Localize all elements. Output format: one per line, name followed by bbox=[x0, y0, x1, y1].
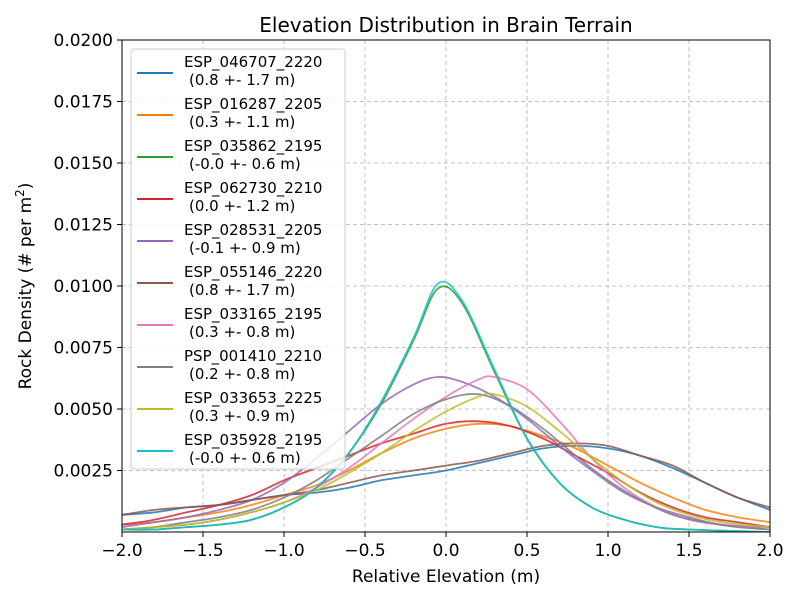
x-tick-label: −0.5 bbox=[344, 541, 385, 561]
legend-entry-stats: (-0.0 +- 0.6 m) bbox=[189, 155, 301, 173]
y-axis-label-main: Rock Density (# per m bbox=[16, 197, 36, 390]
y-axis-label: Rock Density (# per m2) bbox=[13, 183, 36, 390]
series-layer bbox=[122, 280, 770, 532]
x-axis-label: Relative Elevation (m) bbox=[352, 567, 540, 587]
y-tick-label: 0.0175 bbox=[54, 93, 113, 113]
legend-entry-name: ESP_046707_2220 bbox=[184, 53, 322, 72]
x-tick-label: −1.5 bbox=[182, 541, 223, 561]
legend-entry-name: ESP_035928_2195 bbox=[184, 431, 322, 450]
series-line-esp_033653_2225 bbox=[122, 392, 770, 531]
legend-entry-stats: (0.3 +- 0.9 m) bbox=[189, 407, 295, 425]
legend-entry-name: ESP_033653_2225 bbox=[184, 389, 322, 408]
series-line-esp_055146_2220 bbox=[122, 442, 770, 516]
legend-entry-name: ESP_055146_2220 bbox=[184, 263, 322, 282]
legend-entry-name: ESP_035862_2195 bbox=[184, 137, 322, 156]
y-tick-label: 0.0100 bbox=[54, 277, 113, 297]
y-tick-label: 0.0200 bbox=[54, 31, 113, 51]
series-line-esp_035928_2195 bbox=[122, 280, 770, 532]
legend-entry-name: ESP_033165_2195 bbox=[184, 305, 322, 324]
legend-entry-stats: (0.8 +- 1.7 m) bbox=[189, 71, 295, 89]
y-axis-label-end: ) bbox=[16, 183, 36, 190]
legend-entry-stats: (0.8 +- 1.7 m) bbox=[189, 281, 295, 299]
chart-title: Elevation Distribution in Brain Terrain bbox=[259, 13, 632, 37]
legend-entry-name: ESP_028531_2205 bbox=[184, 221, 322, 240]
y-axis-ticks: 0.0025 0.0050 0.0075 0.0100 0.0125 0.0150 0.01… bbox=[54, 31, 122, 482]
legend-entry-stats: (0.3 +- 0.8 m) bbox=[189, 323, 295, 341]
y-tick-label: 0.0150 bbox=[54, 154, 113, 174]
legend-entry-name: ESP_062730_2210 bbox=[184, 179, 322, 198]
x-tick-label: 0.0 bbox=[432, 541, 459, 561]
legend-box bbox=[130, 48, 346, 470]
legend-entry-name: ESP_016287_2205 bbox=[184, 95, 322, 114]
x-tick-label: −2.0 bbox=[101, 541, 142, 561]
legend-entry-name: PSP_001410_2210 bbox=[184, 347, 322, 366]
series-line-psp_001410_2210 bbox=[122, 393, 770, 531]
legend: ESP_046707_2220(0.8 +- 1.7 m)ESP_016287_… bbox=[130, 48, 346, 470]
legend-entry-stats: (0.2 +- 0.8 m) bbox=[189, 365, 295, 383]
legend-entry-stats: (0.3 +- 1.1 m) bbox=[189, 113, 295, 131]
y-tick-label: 0.0075 bbox=[54, 339, 113, 359]
y-axis-label-superscript: 2 bbox=[13, 189, 27, 197]
x-tick-label: 1.0 bbox=[594, 541, 621, 561]
series-line-esp_062730_2210 bbox=[122, 420, 770, 528]
y-tick-label: 0.0050 bbox=[54, 400, 113, 420]
x-tick-label: 2.0 bbox=[756, 541, 783, 561]
x-tick-label: 1.5 bbox=[675, 541, 702, 561]
x-tick-label: 0.5 bbox=[513, 541, 540, 561]
x-tick-label: −1.0 bbox=[263, 541, 304, 561]
legend-entry-stats: (0.0 +- 1.2 m) bbox=[189, 197, 295, 215]
series-line-esp_016287_2205 bbox=[122, 422, 770, 526]
legend-entry-stats: (-0.1 +- 0.9 m) bbox=[189, 239, 301, 257]
y-tick-label: 0.0025 bbox=[54, 462, 113, 482]
y-tick-label: 0.0125 bbox=[54, 216, 113, 236]
x-axis-ticks: −2.0 −1.5 −1.0 −0.5 0.0 0.5 1.0 1.5 2.0 bbox=[101, 532, 784, 561]
legend-entry-stats: (-0.0 +- 0.6 m) bbox=[189, 449, 301, 467]
